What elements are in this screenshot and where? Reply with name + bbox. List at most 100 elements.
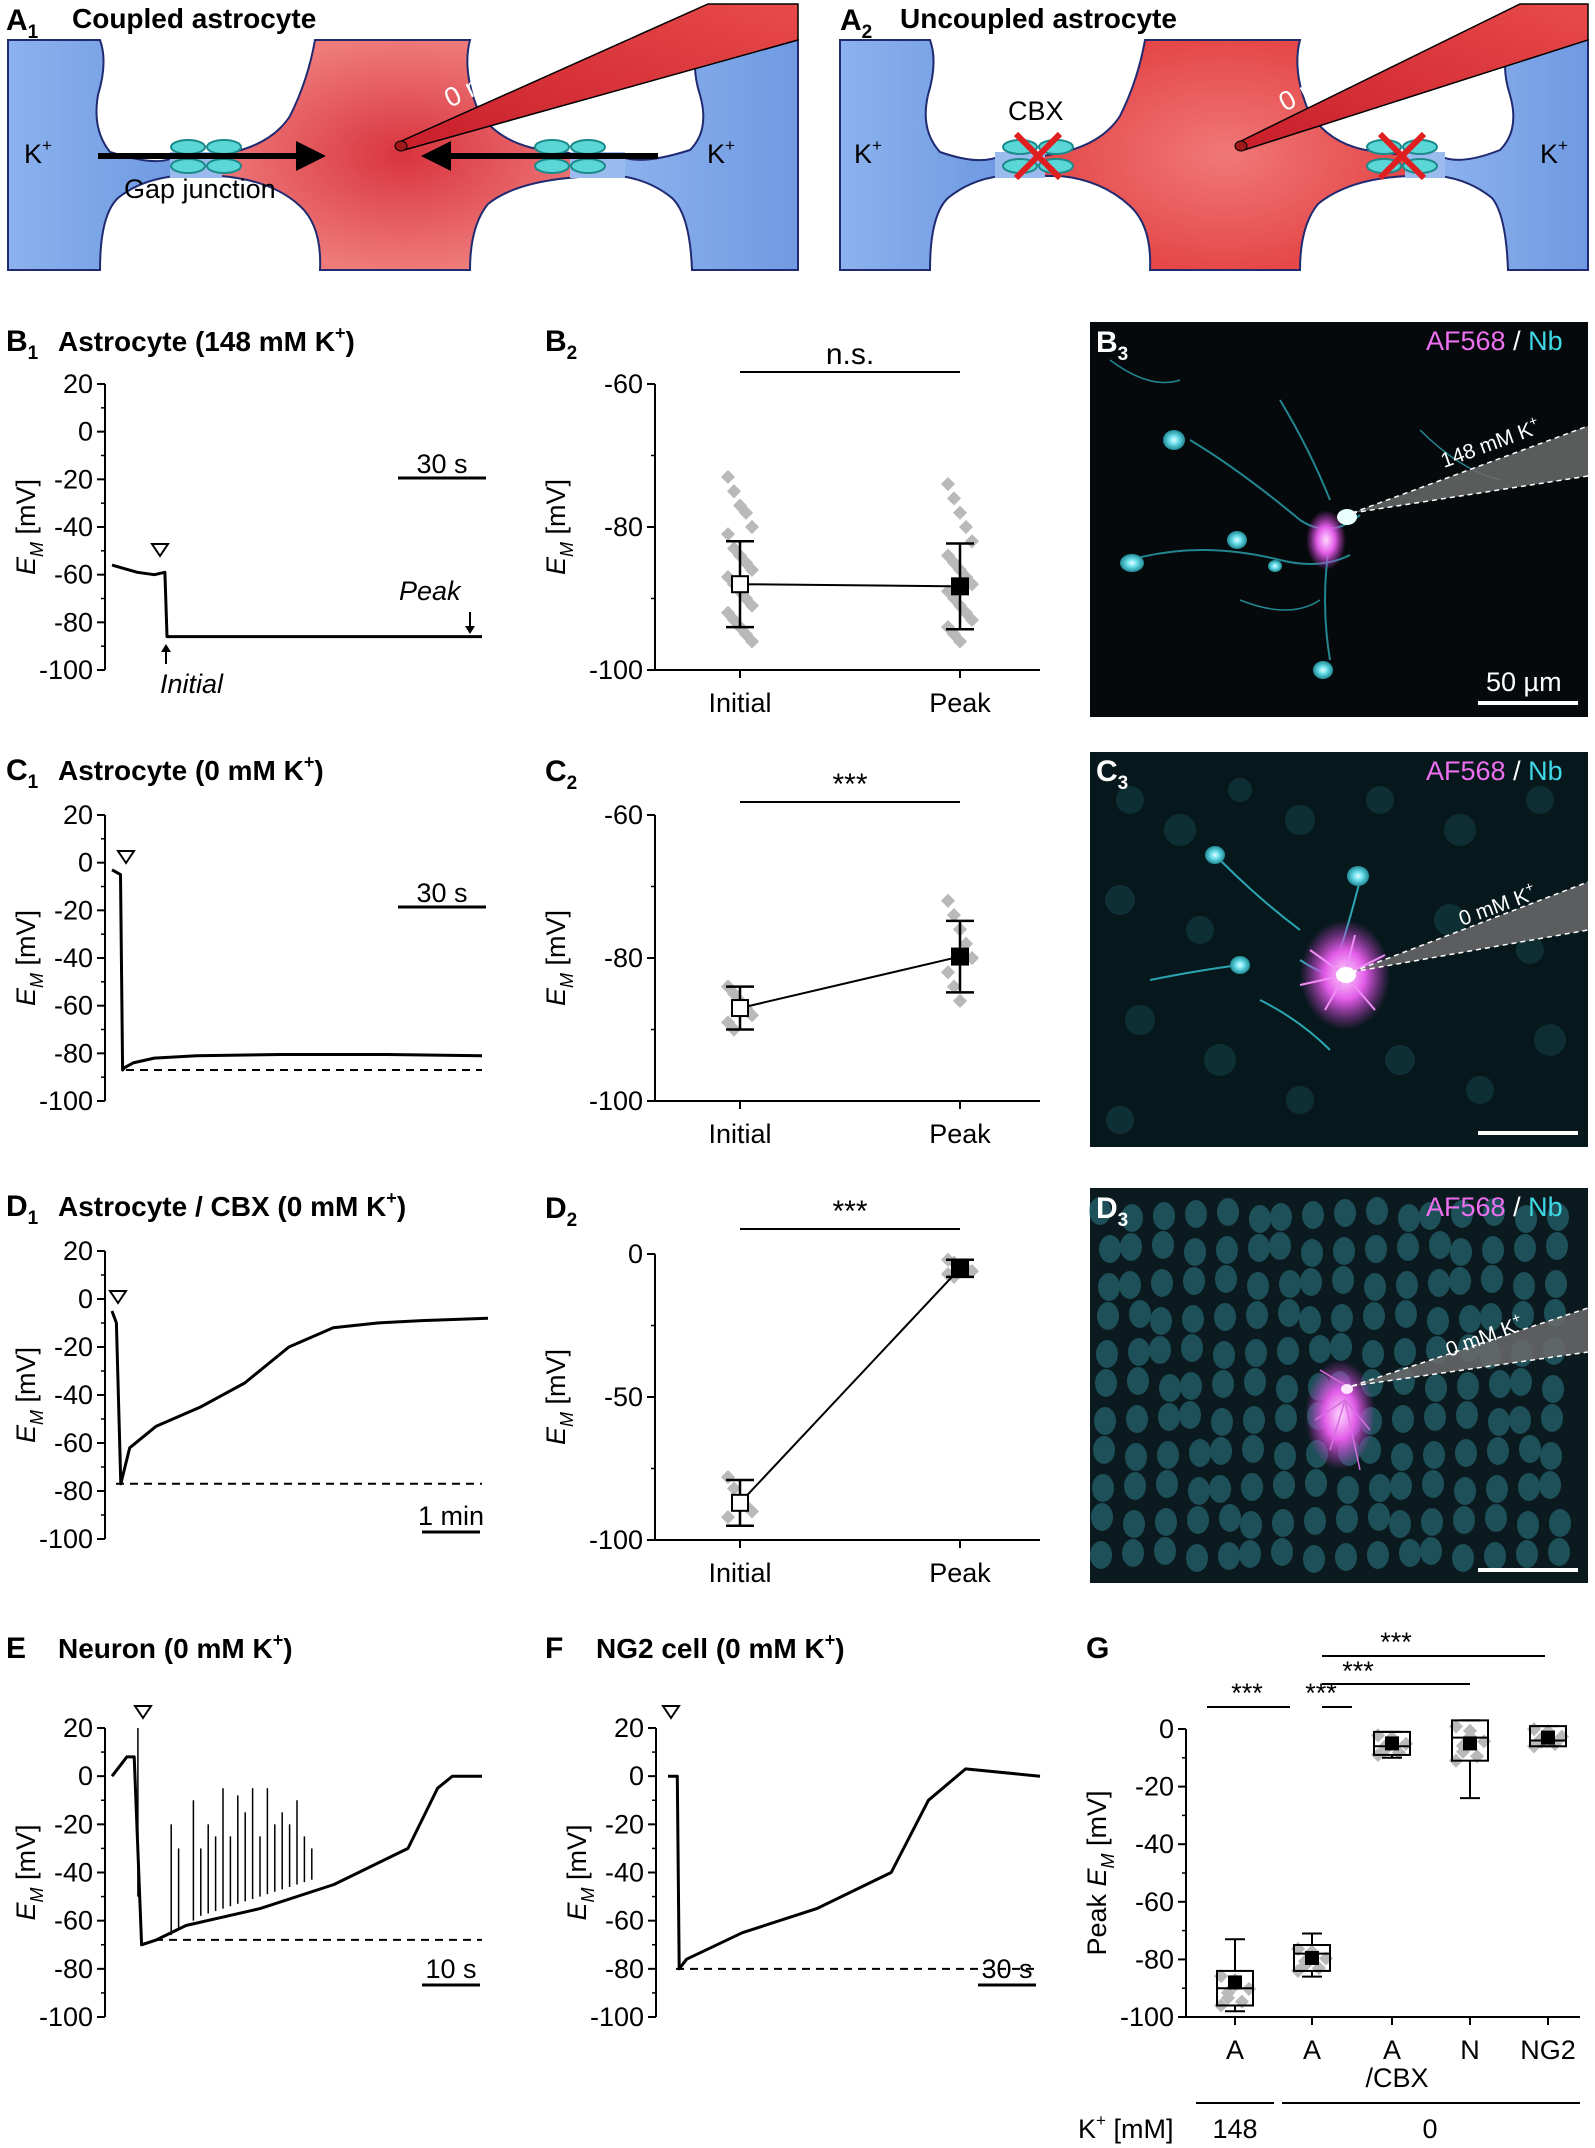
nucleus xyxy=(1428,1269,1450,1297)
mean-connector xyxy=(739,583,961,588)
nucleus xyxy=(1367,1541,1389,1569)
c3-panel-letter: C3 xyxy=(1096,755,1128,794)
f-title: NG2 cell (0 mM K+) xyxy=(596,1630,845,1664)
y-tick-label: -100 xyxy=(589,655,643,685)
x-tick-label: Peak xyxy=(929,688,991,718)
nucleus xyxy=(1242,1435,1264,1463)
y-tick-label: -100 xyxy=(590,2002,644,2032)
y-tick-label: 0 xyxy=(78,848,93,878)
nucleus xyxy=(1547,1203,1569,1231)
y-tick-label: 0 xyxy=(78,417,93,447)
y-axis-label-sub: M xyxy=(27,973,47,988)
a1-center-cell xyxy=(209,39,601,271)
panel-a1: 0 mM K+ K+ K+ Gap junction xyxy=(7,3,799,271)
nucleus xyxy=(1152,1231,1174,1259)
nucleus xyxy=(1334,1199,1356,1227)
data-point xyxy=(946,908,962,923)
y-tick-label: -20 xyxy=(1135,1772,1174,1802)
y-axis-label-unit: [mV] xyxy=(11,479,41,542)
mean-peak xyxy=(951,1259,969,1278)
nucleus xyxy=(1545,1270,1567,1298)
nucleus xyxy=(1249,1205,1271,1233)
a2-pipette-tip xyxy=(1234,140,1248,152)
nucleus xyxy=(1424,1403,1446,1431)
nucleus xyxy=(1420,1537,1442,1565)
mean-marker xyxy=(1463,1736,1477,1751)
g-panel-letter: G xyxy=(1086,1632,1109,1665)
nucleus xyxy=(1159,1374,1181,1402)
b3-cell-1 xyxy=(1163,430,1185,450)
a2-right-cell xyxy=(1439,39,1589,271)
nucleus xyxy=(1212,1370,1234,1398)
d3-panel-letter: D3 xyxy=(1096,1192,1128,1231)
nucleus xyxy=(1449,1267,1471,1295)
data-point xyxy=(964,534,980,549)
y-tick-label: -100 xyxy=(589,1086,643,1116)
nucleus xyxy=(1099,1235,1121,1263)
g-k0-value: 0 xyxy=(1422,2114,1437,2144)
mean-connector xyxy=(739,955,961,1010)
d3-pipette xyxy=(1352,1308,1588,1386)
significance-label: n.s. xyxy=(826,338,874,371)
nucleus xyxy=(1514,1234,1536,1262)
data-point xyxy=(958,936,974,951)
y-tick-label: 0 xyxy=(78,1284,93,1314)
y-tick-label: -80 xyxy=(605,1954,644,1984)
nucleus xyxy=(1277,1337,1299,1365)
c3-cell-2 xyxy=(1347,866,1369,886)
nucleus xyxy=(1215,1265,1237,1293)
nucleus xyxy=(1271,1538,1293,1566)
nucleus xyxy=(1089,1197,1111,1225)
a2-cbx-cross-right-icon xyxy=(1377,131,1427,181)
nucleus xyxy=(1216,1236,1238,1264)
f-panel-letter: F xyxy=(545,1632,563,1665)
nucleus xyxy=(1129,1300,1151,1328)
y-axis-label: EM [mV] xyxy=(11,1347,47,1443)
data-point xyxy=(720,527,736,542)
nucleus xyxy=(1275,1404,1297,1432)
nucleus xyxy=(1095,1369,1117,1397)
scalebar-label: 30 s xyxy=(416,878,467,908)
y-axis-label-em: E xyxy=(11,987,41,1006)
y-axis-label-sub: M xyxy=(578,1888,598,1903)
a2-left-cell xyxy=(839,39,1001,271)
data-point xyxy=(940,477,956,492)
nucleus xyxy=(1278,1299,1300,1327)
y-axis-label-sub: M xyxy=(557,542,577,557)
nucleus xyxy=(1518,1473,1540,1501)
x-tick-label: Peak xyxy=(929,1558,991,1588)
nucleus xyxy=(1427,1307,1449,1335)
y-tick-label: -20 xyxy=(54,464,93,494)
y-axis-label-sub: M xyxy=(1098,1853,1118,1868)
significance-label: *** xyxy=(832,768,867,801)
a2-panel-letter: A2 xyxy=(840,4,872,43)
f-trace-plot: 20 0 -20 -40 -60 -80 -100 EM [mV] 30 s xyxy=(562,1705,1041,2032)
nucleus xyxy=(1333,1237,1355,1265)
nucleus xyxy=(1517,1511,1539,1539)
b1-initial-label: Initial xyxy=(160,669,224,699)
nucleus xyxy=(1119,1271,1141,1299)
nucleus xyxy=(1398,1204,1420,1232)
nucleus xyxy=(1096,1340,1118,1368)
scalebar-label: 1 min xyxy=(418,1501,484,1531)
b1-peak-arrow-icon xyxy=(465,612,475,634)
e-title: Neuron (0 mM K+) xyxy=(58,1630,293,1664)
y-tick-label: -40 xyxy=(54,1380,93,1410)
y-axis-label: EM [mV] xyxy=(11,479,47,575)
y-axis-label-em: E xyxy=(562,1902,592,1921)
significance-label: *** xyxy=(832,1195,867,1228)
nucleus xyxy=(1309,1335,1331,1363)
data-point xyxy=(744,519,760,535)
b1-panel-letter: B1 xyxy=(6,325,39,364)
y-axis-label-em: E xyxy=(541,1426,571,1445)
nucleus xyxy=(1456,1401,1478,1429)
stimulus-triangle-icon xyxy=(150,543,170,558)
y-tick-label: 0 xyxy=(78,1761,93,1791)
b3-cell-2 xyxy=(1120,554,1144,572)
g-sig-4: *** xyxy=(1305,1678,1337,1708)
nucleus xyxy=(1186,1544,1208,1572)
data-point xyxy=(1234,1994,1250,2009)
trace-line xyxy=(110,1755,482,1947)
nucleus xyxy=(1488,1408,1510,1436)
nucleus xyxy=(1120,1233,1142,1261)
